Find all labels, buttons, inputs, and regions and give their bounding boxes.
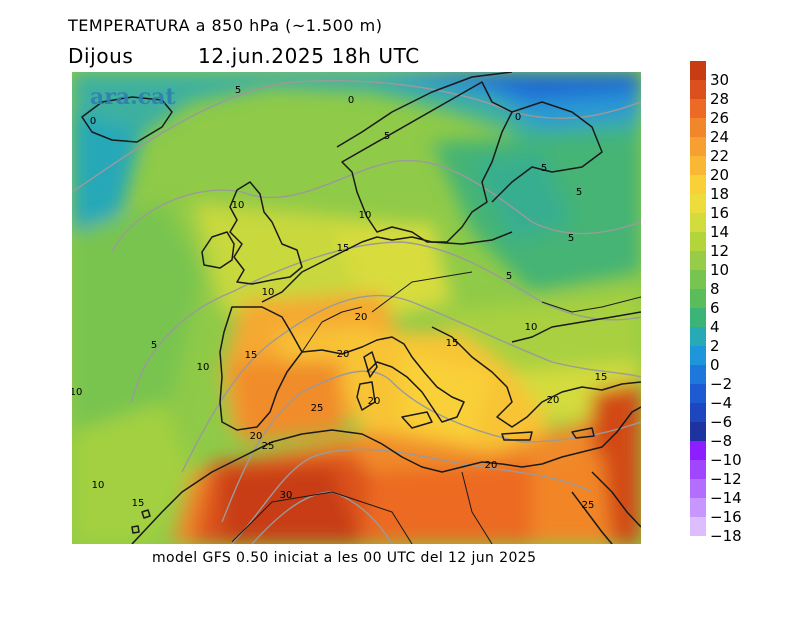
contour-label: 20 (547, 395, 560, 406)
isotherm-contours (72, 80, 641, 544)
contour-label: 5 (235, 85, 241, 96)
legend-label: 20 (710, 166, 730, 184)
forecast-datetime: 12.jun.2025 18h UTC (198, 44, 420, 68)
legend-label: 22 (710, 147, 730, 165)
legend-swatch (690, 498, 706, 517)
legend-label: 10 (710, 261, 730, 279)
legend-swatch (690, 270, 706, 289)
contour-label: 25 (262, 441, 275, 452)
contour-label: 10 (92, 480, 105, 491)
contour-label: 10 (197, 362, 210, 373)
contour-label: 10 (525, 322, 538, 333)
contour-label: 20 (368, 396, 381, 407)
contour-label: 10 (232, 200, 245, 211)
contour-label: 20 (250, 431, 263, 442)
contour-label: 15 (245, 350, 258, 361)
legend-label: 30 (710, 71, 730, 89)
contour-label: 5 (151, 340, 157, 351)
legend-swatch (690, 365, 706, 384)
legend-label: 4 (710, 318, 720, 336)
contour-label: 5 (568, 233, 574, 244)
legend-label: −2 (710, 375, 733, 393)
contour-label: 10 (72, 387, 82, 398)
contour-label: 20 (355, 312, 368, 323)
legend-swatch (690, 289, 706, 308)
contour-label: 15 (446, 338, 459, 349)
legend-label: 2 (710, 337, 720, 355)
contour-label: 15 (132, 498, 145, 509)
aracat-logo: ara.cat (90, 84, 176, 110)
legend-swatch (690, 327, 706, 346)
legend-swatch (690, 80, 706, 99)
legend-swatch (690, 441, 706, 460)
contour-label: 5 (541, 163, 547, 174)
legend-label: 6 (710, 299, 720, 317)
legend-label: 8 (710, 280, 720, 298)
legend-label: −12 (710, 470, 742, 488)
model-info: model GFS 0.50 iniciat a les 00 UTC del … (152, 550, 537, 566)
legend-label: −16 (710, 508, 742, 526)
legend-swatch (690, 403, 706, 422)
legend-label: −14 (710, 489, 742, 507)
legend-swatch (690, 156, 706, 175)
temperature-legend (690, 61, 706, 536)
legend-label: −18 (710, 527, 742, 545)
contour-labels: 5 0 0 5 0 5 5 10 10 5 15 5 10 20 10 5 15… (72, 85, 607, 511)
legend-label: 28 (710, 90, 730, 108)
legend-swatch (690, 175, 706, 194)
contour-label: 5 (384, 131, 390, 142)
legend-label: −6 (710, 413, 733, 431)
legend-swatch (690, 422, 706, 441)
contour-label: 15 (337, 243, 350, 254)
contour-label: 15 (595, 372, 608, 383)
legend-swatch (690, 232, 706, 251)
legend-label: 12 (710, 242, 730, 260)
legend-swatch (690, 194, 706, 213)
legend-label: −8 (710, 432, 733, 450)
legend-label: 18 (710, 185, 730, 203)
legend-swatch (690, 308, 706, 327)
contour-label: 20 (337, 349, 350, 360)
forecast-time: Dijous 12.jun.2025 18h UTC (68, 44, 419, 68)
legend-label: 24 (710, 128, 730, 146)
contour-label: 20 (485, 460, 498, 471)
contour-label: 25 (311, 403, 324, 414)
legend-label: 14 (710, 223, 730, 241)
map-title: TEMPERATURA a 850 hPa (~1.500 m) (68, 16, 383, 35)
legend-swatch (690, 118, 706, 137)
legend-swatch (690, 137, 706, 156)
legend-label: 0 (710, 356, 720, 374)
legend-label: −4 (710, 394, 733, 412)
legend-swatch (690, 384, 706, 403)
temperature-map: 5 0 0 5 0 5 5 10 10 5 15 5 10 20 10 5 15… (72, 72, 641, 544)
forecast-day: Dijous (68, 44, 134, 68)
contour-label: 0 (90, 116, 96, 127)
contour-label: 0 (515, 112, 521, 123)
contour-label: 0 (348, 95, 354, 106)
contour-label: 5 (506, 271, 512, 282)
legend-swatch (690, 251, 706, 270)
contour-label: 5 (576, 187, 582, 198)
legend-swatch (690, 346, 706, 365)
legend-swatch (690, 61, 706, 80)
contour-label: 30 (280, 490, 293, 501)
legend-label: −10 (710, 451, 742, 469)
contour-label: 10 (262, 287, 275, 298)
temperature-field: 5 0 0 5 0 5 5 10 10 5 15 5 10 20 10 5 15… (72, 72, 641, 544)
legend-swatch (690, 460, 706, 479)
legend-swatch (690, 99, 706, 118)
legend-swatch (690, 479, 706, 498)
legend-label: 16 (710, 204, 730, 222)
coastlines (81, 72, 641, 544)
legend-label: 26 (710, 109, 730, 127)
contour-label: 10 (359, 210, 372, 221)
legend-swatch (690, 517, 706, 536)
legend-swatch (690, 213, 706, 232)
contour-label: 25 (582, 500, 595, 511)
